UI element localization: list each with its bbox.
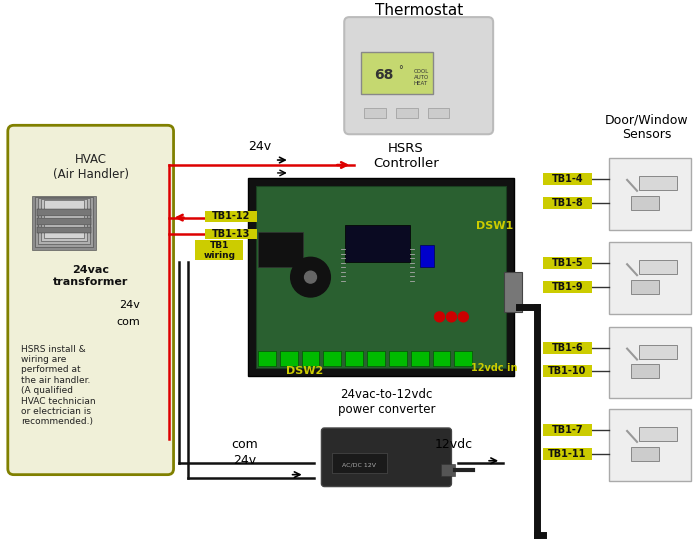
Text: 24v: 24v bbox=[119, 300, 140, 310]
Bar bbox=[36, 227, 91, 234]
Text: HSRS
Controller: HSRS Controller bbox=[373, 142, 439, 170]
Text: DSW1: DSW1 bbox=[476, 221, 514, 231]
Bar bbox=[542, 342, 592, 353]
Text: 12vdc in: 12vdc in bbox=[471, 363, 517, 374]
Text: TB1-4: TB1-4 bbox=[552, 174, 583, 184]
Circle shape bbox=[290, 257, 330, 297]
Text: Door/Window
Sensors: Door/Window Sensors bbox=[605, 113, 689, 141]
Text: 24v: 24v bbox=[233, 454, 257, 466]
Bar bbox=[248, 178, 514, 376]
Bar bbox=[38, 198, 90, 244]
Text: TB1-5: TB1-5 bbox=[552, 258, 583, 268]
Bar bbox=[41, 199, 88, 241]
Bar bbox=[639, 427, 677, 441]
Bar bbox=[542, 448, 592, 460]
Bar bbox=[639, 344, 677, 358]
Text: com: com bbox=[116, 317, 140, 327]
Bar bbox=[345, 225, 410, 262]
Bar bbox=[542, 257, 592, 269]
Bar bbox=[609, 158, 691, 230]
FancyBboxPatch shape bbox=[8, 125, 174, 475]
Bar bbox=[609, 242, 691, 314]
Bar bbox=[440, 464, 456, 475]
Bar bbox=[411, 351, 428, 366]
Bar bbox=[36, 209, 91, 216]
Bar bbox=[542, 197, 592, 209]
Bar bbox=[631, 280, 659, 294]
Circle shape bbox=[458, 312, 468, 322]
Bar bbox=[428, 109, 449, 118]
Text: 24vac-to-12vdc
power converter: 24vac-to-12vdc power converter bbox=[337, 388, 435, 416]
Bar bbox=[364, 109, 386, 118]
Bar bbox=[332, 453, 387, 473]
Text: TB1-8: TB1-8 bbox=[552, 198, 583, 208]
Text: com: com bbox=[232, 438, 258, 451]
Bar bbox=[34, 197, 93, 248]
Bar bbox=[205, 211, 257, 222]
Bar bbox=[609, 409, 691, 480]
Bar bbox=[639, 176, 677, 190]
Bar bbox=[32, 196, 96, 250]
Bar bbox=[542, 424, 592, 436]
Text: HSRS install &
wiring are
performed at
the air handler.
(A qualified
HVAC techni: HSRS install & wiring are performed at t… bbox=[21, 344, 95, 426]
Text: °: ° bbox=[398, 65, 403, 74]
FancyBboxPatch shape bbox=[321, 428, 452, 487]
Bar bbox=[258, 232, 302, 267]
Bar bbox=[396, 109, 418, 118]
Text: TB1-9: TB1-9 bbox=[552, 282, 583, 292]
Bar bbox=[323, 351, 342, 366]
FancyBboxPatch shape bbox=[344, 17, 493, 134]
Bar bbox=[504, 272, 522, 312]
Text: 68: 68 bbox=[374, 68, 393, 82]
Bar bbox=[389, 351, 407, 366]
Bar bbox=[36, 218, 91, 225]
Text: TB1-12: TB1-12 bbox=[212, 211, 251, 221]
Bar bbox=[433, 351, 451, 366]
Text: AC/DC 12V: AC/DC 12V bbox=[342, 462, 376, 467]
Text: 12vdc: 12vdc bbox=[435, 438, 472, 451]
Bar bbox=[420, 245, 433, 267]
Bar bbox=[631, 447, 659, 461]
Bar bbox=[258, 351, 276, 366]
Text: TB1-7: TB1-7 bbox=[552, 425, 583, 435]
Text: TB1-10: TB1-10 bbox=[548, 366, 587, 376]
Bar bbox=[367, 351, 385, 366]
Bar bbox=[454, 351, 472, 366]
Bar bbox=[631, 365, 659, 379]
Bar bbox=[609, 327, 691, 398]
Bar bbox=[302, 351, 319, 366]
Bar bbox=[43, 200, 84, 239]
Circle shape bbox=[447, 312, 456, 322]
Bar bbox=[542, 281, 592, 293]
Bar bbox=[256, 186, 506, 368]
Text: Thermostat: Thermostat bbox=[374, 3, 463, 18]
Text: 24v: 24v bbox=[248, 140, 272, 153]
Text: TB1
wiring: TB1 wiring bbox=[203, 241, 235, 260]
Text: TB1-6: TB1-6 bbox=[552, 343, 583, 353]
Text: COOL
AUTO
HEAT: COOL AUTO HEAT bbox=[414, 69, 429, 86]
Circle shape bbox=[304, 271, 316, 283]
Bar bbox=[639, 260, 677, 274]
Text: HVAC
(Air Handler): HVAC (Air Handler) bbox=[52, 153, 129, 181]
Text: DSW2: DSW2 bbox=[286, 366, 323, 376]
Bar bbox=[345, 351, 363, 366]
Text: TB1-13: TB1-13 bbox=[212, 229, 251, 239]
Bar bbox=[280, 351, 298, 366]
Bar bbox=[631, 196, 659, 209]
Bar bbox=[542, 173, 592, 185]
Bar bbox=[542, 366, 592, 377]
Bar bbox=[195, 240, 243, 260]
Text: TB1-11: TB1-11 bbox=[548, 449, 587, 459]
Text: 24vac
transformer: 24vac transformer bbox=[53, 265, 128, 287]
Circle shape bbox=[435, 312, 444, 322]
Bar bbox=[205, 228, 257, 240]
Bar bbox=[361, 52, 433, 94]
